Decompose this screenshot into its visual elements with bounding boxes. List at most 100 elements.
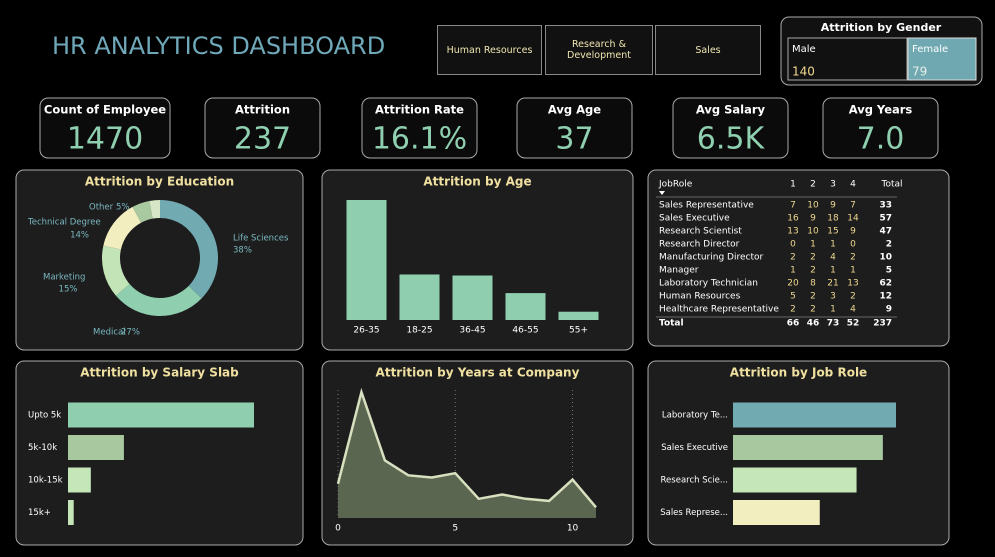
kpi-value: 7.0 [857,122,905,157]
table-header: 3 [830,180,836,190]
kpi-label: Attrition [235,103,290,117]
kpi-card [361,97,478,159]
table-header: Total [880,180,902,190]
table-cell: 5 [790,292,796,302]
bar [733,435,883,460]
bar [346,200,387,320]
bar [68,402,254,428]
gender-label: Male [792,44,816,55]
table-cell: 2 [790,253,796,263]
gender-value: 140 [792,65,815,79]
x-tick-label: 0 [335,524,341,534]
table-header: 1 [790,180,796,190]
table-cell: 2 [810,266,816,276]
panel [647,169,950,347]
kpi-label: Avg Salary [696,103,766,117]
table-cell: 5 [886,266,892,276]
table-cell: 1 [830,240,836,250]
kpi-label: Attrition Rate [375,103,464,117]
filter-button[interactable]: Human Resources [437,25,542,75]
bar [505,293,546,320]
table-cell: Laboratory Technician [659,279,758,289]
table-cell: 9 [810,214,816,224]
table-cell: 47 [879,227,892,237]
gender-label: Female [912,44,948,55]
kpi-value: 16.1% [372,122,467,157]
kpi-value: 1470 [67,122,143,157]
table-cell: 2 [810,253,816,263]
kpi-card [39,97,171,159]
table-cell: 2 [810,292,816,302]
bar [733,500,820,525]
bar [68,435,124,460]
y-tick-label: Upto 5k [28,411,61,421]
table-cell: 10 [879,253,892,263]
slice-label: Marketing [43,273,85,283]
chart-title: Attrition by Age [423,175,531,189]
table-cell: 2 [886,240,892,250]
y-tick-label: Sales Represe... [660,508,728,518]
chart-title: Attrition by Salary Slab [80,366,239,380]
table-cell: 3 [830,292,836,302]
x-tick-label: 46-55 [512,326,538,336]
table-cell: 13 [847,279,858,289]
table-total: 52 [847,319,860,329]
table-cell: 7 [850,201,856,211]
slice-value-label: 38% [233,246,252,256]
table-cell: Healthcare Representative [659,305,779,315]
table-cell: Research Director [659,240,740,250]
table-cell: 16 [787,214,799,224]
table-cell: Sales Executive [659,214,730,224]
table-cell: 33 [879,201,892,211]
x-tick-label: 5 [452,524,458,534]
sort-icon [659,191,665,195]
filter-button[interactable]: Research & Development [545,25,653,75]
filter-button[interactable]: Sales [655,25,761,75]
table-cell: 9 [886,305,892,315]
table-cell: 4 [830,253,836,263]
y-tick-label: Laboratory Te... [662,411,728,421]
table-cell: 62 [879,279,892,289]
table-cell: 1 [830,305,836,315]
slice-label: Technical Degree [27,218,101,228]
table-total: 66 [787,319,800,329]
table-cell: 1 [830,266,836,276]
bar [733,467,857,493]
table-cell: 2 [790,305,796,315]
bar [68,500,74,525]
bar [558,311,599,320]
table-cell: 1 [850,266,856,276]
bar [452,275,493,320]
table-header: JobRole [658,180,693,190]
chart-title: Attrition by Years at Company [376,366,580,380]
table-cell: 10 [807,201,819,211]
table-cell: 4 [850,305,856,315]
table-cell: 0 [790,240,796,250]
table-total: 73 [827,319,840,329]
slice-label: Medical [93,328,126,338]
table-cell: 18 [827,214,839,224]
bar [399,274,440,320]
table-cell: 21 [827,279,838,289]
y-tick-label: 15k+ [28,508,51,518]
x-tick-label: 36-45 [459,326,485,336]
table-cell: 2 [810,305,816,315]
slice-label: Other [89,203,114,213]
table-total: 46 [807,319,820,329]
kpi-card [672,97,789,159]
table-cell: 7 [790,201,796,211]
x-tick-label: 55+ [569,326,588,336]
y-tick-label: 5k-10k [28,443,57,453]
table-cell: 1 [810,240,816,250]
slice-value-label: 27% [121,328,140,338]
kpi-label: Avg Age [548,103,601,117]
pie-slice [115,284,202,317]
gender-value: 79 [912,65,927,79]
table-total: 237 [873,319,892,329]
table-cell: 13 [787,227,798,237]
y-tick-label: Research Scie... [661,476,728,486]
chart-title: Attrition by Education [85,175,234,189]
y-tick-label: 10k-15k [28,476,63,486]
